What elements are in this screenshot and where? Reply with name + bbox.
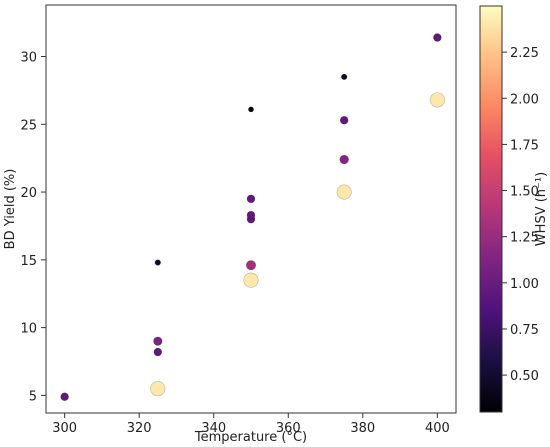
data-point [339, 115, 349, 125]
x-tick-label: 380 [350, 421, 375, 436]
colorbar-ticks: 0.50 0.75 1.00 1.25 1.50 1.75 2.00 2.25 [502, 46, 539, 384]
data-point [245, 260, 257, 271]
x-tick-label: 360 [276, 421, 301, 436]
colorbar-tick-label: 0.75 [510, 323, 539, 338]
y-axis-ticks: 5 10 15 20 25 30 [20, 51, 46, 404]
y-tick-label: 30 [20, 51, 37, 66]
y-axis-title: BD Yield (%) [3, 169, 18, 250]
data-point [246, 210, 256, 220]
data-point [248, 106, 254, 113]
y-tick-label: 25 [20, 118, 37, 133]
x-tick-label: 400 [425, 421, 450, 436]
x-axis-title: Temperature (°C) [194, 430, 307, 445]
data-point [243, 272, 259, 288]
colorbar-tick-label: 1.00 [510, 277, 539, 292]
x-tick-label: 300 [52, 421, 77, 436]
data-point [150, 381, 166, 397]
data-point [341, 73, 348, 80]
data-point [336, 184, 352, 200]
colorbar-tick-label: 1.50 [510, 185, 539, 200]
data-point [433, 33, 442, 42]
colorbar-title: WHSV (h⁻¹) [534, 172, 549, 246]
data-point [153, 347, 163, 357]
colorbar-tick-label: 2.25 [510, 46, 539, 61]
data-point [339, 154, 349, 165]
colorbar [479, 5, 503, 413]
data-point [154, 259, 161, 266]
data-point [153, 336, 163, 346]
colorbar-tick-label: 2.00 [510, 92, 539, 107]
y-tick-label: 15 [20, 254, 37, 269]
data-point [246, 194, 256, 204]
y-tick-label: 10 [20, 322, 37, 337]
colorbar-tick-label: 1.25 [510, 231, 539, 246]
x-tick-label: 340 [201, 421, 226, 436]
x-tick-label: 320 [127, 421, 152, 436]
x-axis-ticks: 300 320 340 360 380 400 [52, 413, 450, 436]
data-point [429, 92, 445, 108]
colorbar-tick-label: 0.50 [510, 369, 539, 384]
data-points [60, 33, 445, 402]
data-point [60, 392, 69, 402]
y-tick-label: 5 [29, 389, 37, 404]
plot-area [45, 4, 457, 414]
y-tick-label: 20 [20, 186, 37, 201]
colorbar-tick-label: 1.75 [510, 138, 539, 153]
